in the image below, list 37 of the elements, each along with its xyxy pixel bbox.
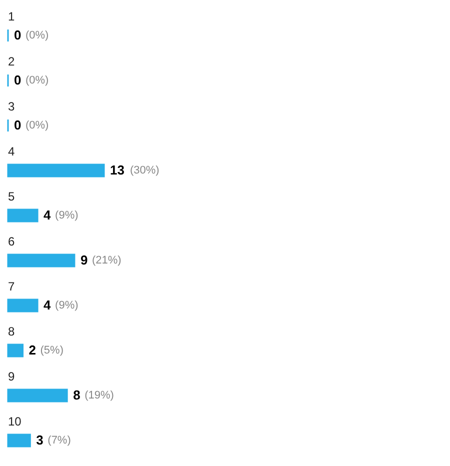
y-tick-label: 8 [8,324,15,338]
y-tick-label: 1 [8,10,15,24]
data-label: 2 [28,342,36,358]
annotation: (19%) [84,390,114,402]
y-tick-label: 3 [8,100,15,114]
annotation: (0%) [26,30,49,42]
data-label: 9 [80,252,88,268]
data-label: 8 [73,388,80,402]
data-label: 4 [44,208,52,222]
annotation: (0%) [26,120,49,132]
data-label: 13 [110,162,124,178]
annotation: (21%) [92,254,122,266]
annotation: (30%) [130,164,160,176]
y-tick-label: 10 [8,414,22,428]
y-tick-label: 7 [8,280,15,294]
y-tick-label: 6 [8,234,15,248]
bar [7,434,31,448]
y-tick-label: 4 [8,144,15,158]
y-tick-label: 2 [8,54,15,68]
data-label: 0 [14,118,22,132]
data-label: 0 [14,72,22,88]
y-tick-label: 5 [8,190,15,204]
data-label: 4 [44,298,52,312]
annotation: (9%) [55,300,78,312]
annotation: (7%) [48,434,71,446]
annotation: (0%) [26,74,49,86]
annotation: (9%) [55,210,78,222]
bar [7,298,38,312]
data-label: 0 [14,28,22,42]
bar [7,254,76,268]
y-tick-label: 9 [8,370,15,384]
bar [7,208,38,222]
data-label: 3 [36,432,44,448]
bar [7,388,68,402]
bar [7,344,24,358]
bar [7,164,105,178]
annotation: (5%) [40,344,64,356]
